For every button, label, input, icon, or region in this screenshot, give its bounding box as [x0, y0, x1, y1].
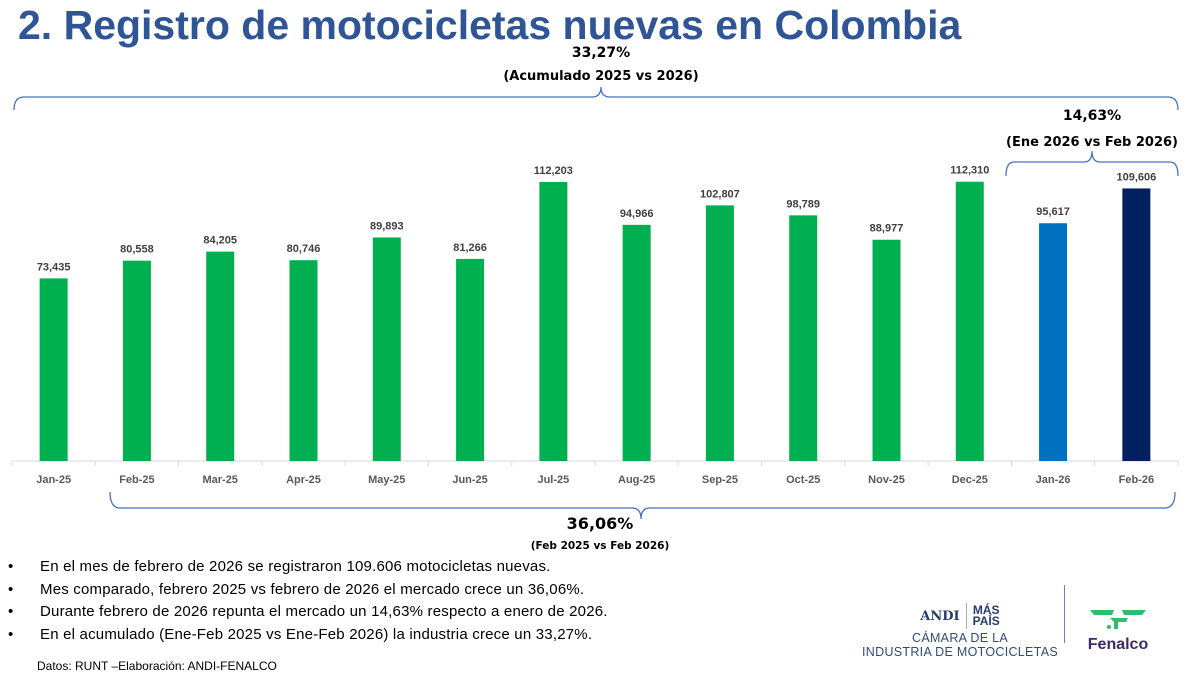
x-tick-label: Dec-25 — [952, 474, 988, 486]
x-tick-label: Apr-25 — [286, 474, 321, 486]
source-note: Datos: RUNT –Elaboración: ANDI-FENALCO — [37, 659, 277, 673]
x-tick-label: Feb-26 — [1119, 474, 1154, 486]
x-tick-label: May-25 — [368, 474, 405, 486]
bar-may-25 — [372, 237, 401, 461]
x-tick-label: Nov-25 — [868, 474, 905, 486]
data-label: 98,789 — [786, 198, 820, 210]
bar-feb-25 — [122, 260, 151, 461]
bar-sep-25 — [705, 205, 734, 461]
logo-separator — [1064, 585, 1065, 643]
bullet-item: • En el mes de febrero de 2026 se registr… — [8, 558, 608, 581]
accumulated-label: (Acumulado 2025 vs 2026) — [503, 69, 698, 84]
data-label: 81,266 — [453, 242, 487, 254]
data-label: 89,893 — [370, 220, 404, 232]
bar-nov-25 — [872, 239, 901, 461]
bar-feb-26 — [1122, 188, 1151, 461]
bullet-glyph: • — [8, 603, 14, 620]
accumulated-value: 33,27% — [572, 45, 630, 61]
x-tick-label: Mar-25 — [202, 474, 237, 486]
mas-text: MÁS — [972, 603, 1000, 617]
data-label: 84,205 — [203, 235, 237, 247]
pais-text: PAÍS — [972, 614, 1000, 628]
data-label: 112,203 — [534, 165, 573, 177]
x-tick-label: Jul-25 — [537, 474, 569, 486]
bullet-glyph: • — [8, 580, 14, 598]
data-label: 88,977 — [870, 223, 904, 235]
bar-mar-25 — [206, 251, 235, 461]
page-title: 2. Registro de motocicletas nuevas en Co… — [18, 2, 962, 48]
camara-line-2: INDUSTRIA DE MOTOCICLETAS — [862, 645, 1058, 659]
fenalco-logo: Fenalco — [1080, 608, 1156, 654]
bar-jul-25 — [539, 181, 568, 462]
bar-apr-25 — [289, 260, 318, 461]
bullet-glyph: • — [8, 625, 14, 643]
bar-oct-25 — [789, 215, 818, 461]
x-tick-label: Jan-25 — [36, 474, 71, 486]
x-tick-label: Feb-25 — [119, 474, 154, 486]
camara-line-1: CÁMARA DE LA — [912, 631, 1008, 645]
fenalco-icon — [1090, 610, 1146, 629]
andi-logo: ANDI MÁS PAÍS CÁMARA DE LA INDUSTRIA DE MO… — [862, 603, 1058, 659]
bullet-item: • En el acumulado (Ene-Feb 2025 vs Ene-Fe… — [8, 626, 608, 649]
x-tick-label: Sep-25 — [702, 474, 738, 486]
data-label: 80,746 — [287, 243, 321, 255]
bullet-glyph: • — [8, 558, 14, 575]
data-label: 73,435 — [37, 261, 71, 273]
bar-dec-25 — [955, 181, 984, 461]
logo-divider — [965, 603, 967, 629]
month-label: (Ene 2026 vs Feb 2026) — [1006, 135, 1178, 150]
bar-jan-26 — [1039, 223, 1068, 461]
bullet-item: • Mes comparado, febrero 2025 vs febrero … — [8, 581, 608, 604]
data-label: 102,807 — [700, 188, 740, 200]
andi-wordmark: ANDI — [920, 608, 960, 624]
camara-text: CÁMARA DE LA INDUSTRIA DE MOTOCICLETAS — [862, 631, 1058, 659]
data-label: 109,606 — [1116, 171, 1156, 183]
accumulated-brace — [13, 86, 1179, 111]
data-label: 94,966 — [620, 208, 654, 220]
x-tick-label: Oct-25 — [786, 474, 820, 486]
x-tick-label: Aug-25 — [618, 474, 655, 486]
data-label: 112,310 — [950, 165, 989, 177]
x-axis — [11, 460, 1179, 466]
bar-jun-25 — [456, 258, 485, 461]
fenalco-wordmark: Fenalco — [1087, 636, 1149, 653]
mas-pais-wordmark: MÁS PAÍS — [972, 603, 1000, 628]
x-tick-label: Jun-25 — [452, 474, 487, 486]
bullet-text: En el acumulado (Ene-Feb 2025 vs Ene-Feb… — [40, 625, 593, 643]
bar-aug-25 — [622, 224, 651, 461]
bars — [39, 181, 1151, 462]
year-brace — [109, 491, 1176, 520]
bullet-item: • Durante febrero de 2026 repunta el merc… — [8, 603, 608, 626]
month-brace — [1005, 150, 1179, 177]
bullet-list: • En el mes de febrero de 2026 se registr… — [8, 558, 608, 648]
data-label: 95,617 — [1036, 206, 1070, 218]
year-value: 36,06% — [567, 514, 634, 533]
year-label: (Feb 2025 vs Feb 2026) — [531, 540, 670, 552]
bullet-text: Durante febrero de 2026 repunta el merca… — [40, 603, 608, 620]
data-label: 80,558 — [120, 244, 154, 256]
bullet-text: En el mes de febrero de 2026 se registra… — [40, 558, 551, 575]
bullet-text: Mes comparado, febrero 2025 vs febrero d… — [40, 580, 585, 598]
month-value: 14,63% — [1063, 108, 1121, 124]
bar-jan-25 — [39, 278, 68, 461]
x-tick-label: Jan-26 — [1036, 474, 1071, 486]
